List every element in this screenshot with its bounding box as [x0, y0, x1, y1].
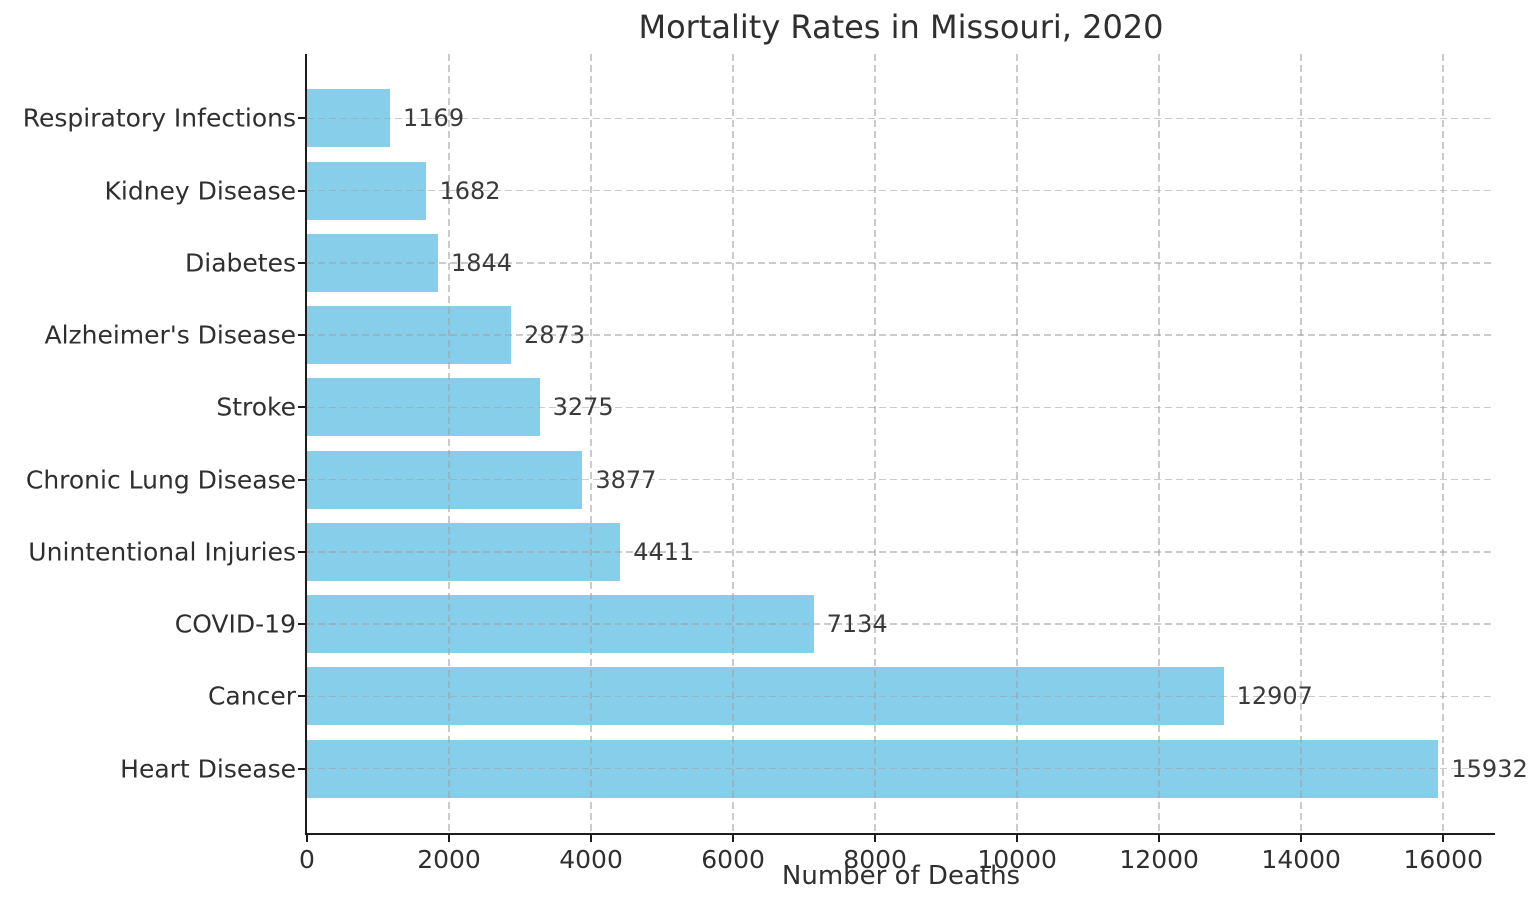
category-label-unintentional-injuries: Unintentional Injuries	[28, 537, 296, 567]
value-label-chronic-lung-disease: 3877	[595, 465, 657, 494]
horizontal-gridline	[307, 189, 1495, 192]
horizontal-gridline	[307, 117, 1495, 120]
value-label-heart-disease: 15932	[1451, 754, 1528, 783]
value-label-unintentional-injuries: 4411	[633, 537, 695, 566]
vertical-gridline	[1016, 54, 1018, 833]
x-tick-label: 14000	[1261, 845, 1341, 874]
x-axis-title: Number of Deaths	[781, 861, 1021, 891]
vertical-gridline	[1158, 54, 1160, 833]
horizontal-gridline	[307, 478, 1495, 481]
x-tick-label: 10000	[977, 845, 1057, 874]
y-tick-mark	[298, 189, 305, 192]
value-label-cancer: 12907	[1236, 682, 1313, 711]
y-tick-mark	[298, 261, 305, 264]
x-axis-spine	[305, 833, 1495, 835]
x-tick-mark	[1442, 835, 1445, 842]
vertical-gridline	[448, 54, 450, 833]
y-tick-mark	[298, 767, 305, 770]
category-label-heart-disease: Heart Disease	[120, 753, 296, 783]
x-tick-label: 4000	[559, 845, 623, 874]
value-label-diabetes: 1844	[450, 248, 513, 277]
horizontal-gridline	[307, 334, 1495, 336]
x-tick-label: 12000	[1119, 845, 1199, 874]
category-label-respiratory-infections: Respiratory Infections	[22, 103, 296, 133]
vertical-gridline	[1442, 54, 1444, 833]
vertical-gridline	[874, 54, 876, 833]
value-label-kidney-disease: 1682	[439, 176, 501, 205]
x-tick-label: 6000	[701, 845, 765, 874]
x-tick-mark	[874, 835, 877, 842]
x-tick-mark	[448, 835, 451, 842]
horizontal-gridline	[307, 551, 1495, 553]
value-label-stroke: 3275	[552, 393, 614, 422]
y-tick-mark	[298, 550, 305, 553]
y-tick-mark	[298, 623, 305, 626]
vertical-gridline	[1300, 54, 1302, 833]
category-label-covid-19: COVID-19	[174, 609, 296, 639]
x-tick-mark	[306, 835, 308, 842]
category-label-chronic-lung-disease: Chronic Lung Disease	[25, 464, 296, 494]
category-label-kidney-disease: Kidney Disease	[104, 175, 296, 205]
horizontal-gridline	[307, 695, 1495, 698]
x-tick-mark	[1158, 835, 1161, 842]
x-tick-label: 16000	[1403, 845, 1483, 874]
horizontal-gridline	[307, 262, 1495, 264]
y-tick-mark	[298, 478, 305, 481]
value-label-respiratory-infections: 1169	[403, 104, 465, 133]
y-tick-mark	[298, 695, 305, 698]
plot-area: 0 2000 4000 6000 8000 10000 12000 14000 16000 Res…	[23, 54, 1528, 873]
x-tick-label: 8000	[843, 845, 907, 874]
y-axis-spine	[305, 54, 307, 835]
y-tick-mark	[298, 117, 305, 120]
category-label-alzheimer-s-disease: Alzheimer's Disease	[44, 320, 296, 350]
value-label-covid-19: 7134	[826, 609, 888, 638]
category-label-cancer: Cancer	[207, 681, 296, 711]
category-label-stroke: Stroke	[216, 392, 296, 422]
category-label-diabetes: Diabetes	[185, 248, 296, 278]
x-tick-mark	[1300, 835, 1303, 842]
x-tick-mark	[590, 835, 593, 842]
horizontal-gridline	[307, 406, 1495, 409]
value-label-alzheimer-s-disease: 2873	[524, 320, 586, 349]
horizontal-gridline	[307, 767, 1495, 770]
x-tick-mark	[732, 835, 735, 842]
horizontal-gridline	[307, 623, 1495, 625]
vertical-gridline	[732, 54, 734, 833]
vertical-gridline	[590, 54, 592, 833]
y-tick-mark	[298, 334, 305, 337]
x-tick-mark	[1016, 835, 1019, 842]
y-tick-mark	[298, 406, 305, 409]
chart-title: Mortality Rates in Missouri, 2020	[638, 8, 1164, 46]
x-tick-label: 2000	[417, 845, 481, 874]
x-tick-label: 0	[299, 845, 315, 874]
